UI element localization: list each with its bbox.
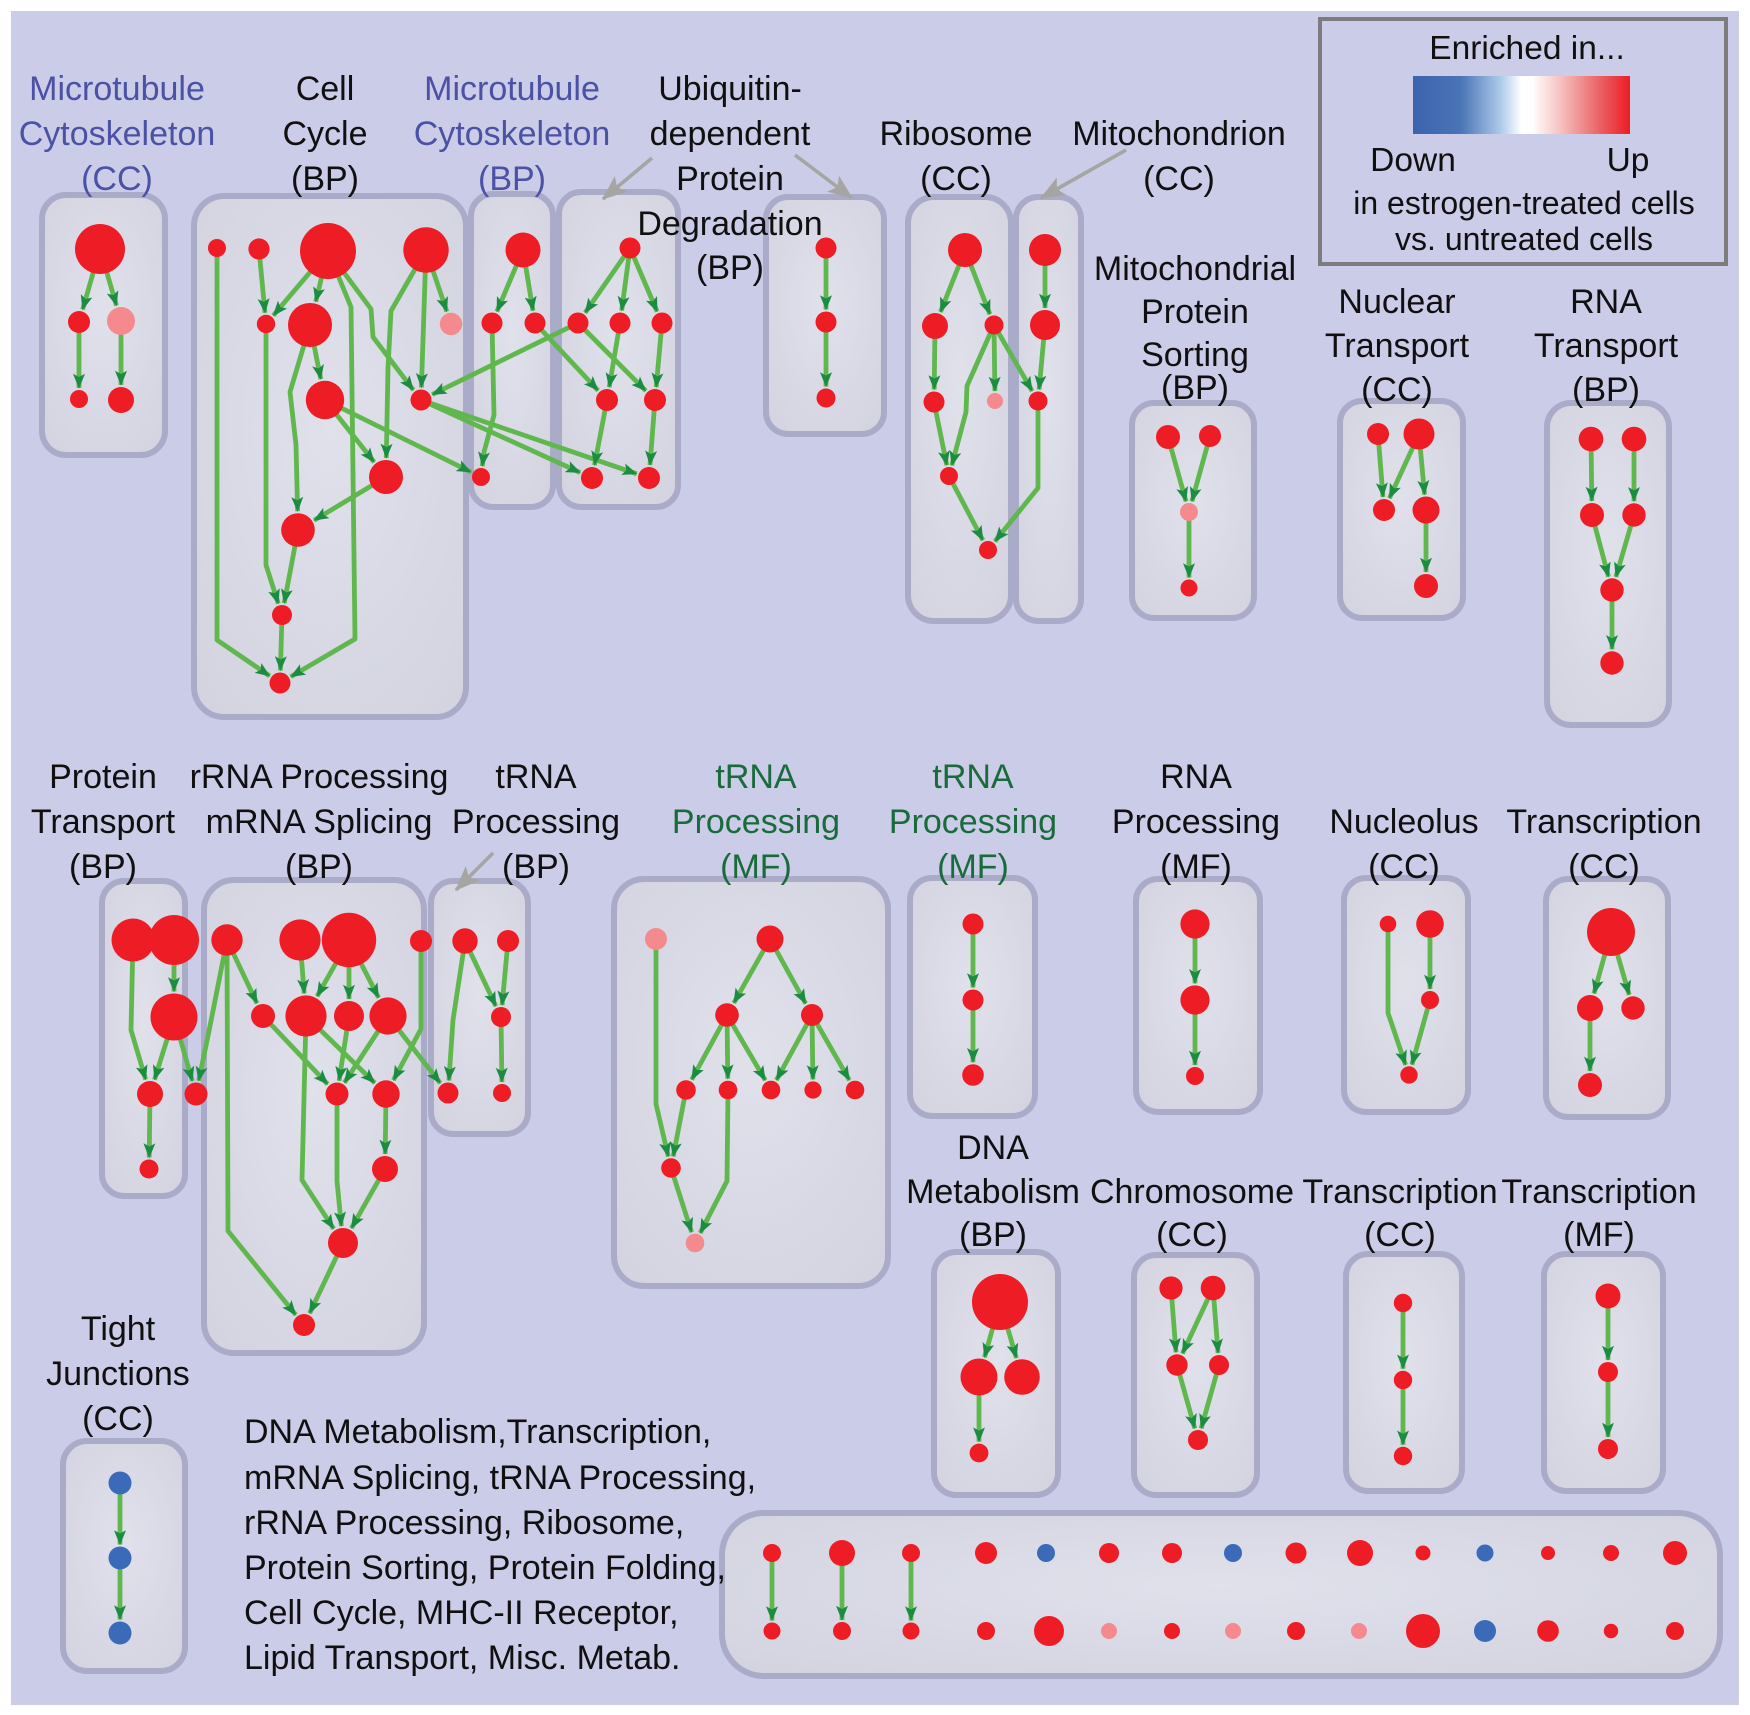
svg-text:Cell Cycle, MHC-II Receptor,: Cell Cycle, MHC-II Receptor, bbox=[244, 1594, 679, 1632]
svg-text:Protein: Protein bbox=[49, 758, 157, 796]
svg-text:(CC): (CC) bbox=[82, 1400, 154, 1438]
svg-text:Transport: Transport bbox=[1325, 327, 1470, 365]
svg-text:(BP): (BP) bbox=[696, 249, 764, 287]
svg-text:Lipid Transport, Misc. Metab.: Lipid Transport, Misc. Metab. bbox=[244, 1639, 681, 1677]
svg-text:Cytoskeleton: Cytoskeleton bbox=[414, 115, 611, 153]
svg-text:(BP): (BP) bbox=[1572, 371, 1640, 409]
svg-text:Processing: Processing bbox=[889, 803, 1057, 841]
svg-text:Chromosome: Chromosome bbox=[1090, 1173, 1294, 1211]
svg-text:Transport: Transport bbox=[1534, 327, 1679, 365]
svg-text:(CC): (CC) bbox=[81, 160, 153, 198]
svg-text:(BP): (BP) bbox=[291, 160, 359, 198]
svg-text:(BP): (BP) bbox=[1161, 369, 1229, 407]
svg-text:(CC): (CC) bbox=[1368, 848, 1440, 886]
svg-text:(BP): (BP) bbox=[478, 160, 546, 198]
svg-text:Mitochondrial: Mitochondrial bbox=[1094, 250, 1296, 288]
svg-text:Down: Down bbox=[1370, 142, 1456, 179]
svg-text:Processing: Processing bbox=[672, 803, 840, 841]
svg-text:(CC): (CC) bbox=[920, 160, 992, 198]
svg-text:rRNA Processing: rRNA Processing bbox=[190, 758, 449, 796]
svg-text:Processing: Processing bbox=[1112, 803, 1280, 841]
svg-text:tRNA: tRNA bbox=[932, 758, 1014, 796]
svg-text:(MF): (MF) bbox=[720, 848, 792, 886]
svg-text:Enriched in...: Enriched in... bbox=[1429, 30, 1625, 67]
svg-text:DNA: DNA bbox=[957, 1129, 1029, 1167]
svg-text:RNA: RNA bbox=[1570, 283, 1642, 321]
svg-text:(MF): (MF) bbox=[1563, 1216, 1635, 1254]
svg-text:mRNA Splicing, tRNA Processing: mRNA Splicing, tRNA Processing, bbox=[244, 1459, 756, 1497]
svg-text:vs. untreated cells: vs. untreated cells bbox=[1395, 221, 1653, 257]
svg-text:(BP): (BP) bbox=[69, 848, 137, 886]
svg-text:Cell: Cell bbox=[296, 70, 355, 108]
svg-text:Ubiquitin-: Ubiquitin- bbox=[658, 70, 802, 108]
svg-text:dependent: dependent bbox=[650, 115, 811, 153]
svg-text:(CC): (CC) bbox=[1143, 160, 1215, 198]
svg-text:Ribosome: Ribosome bbox=[879, 115, 1032, 153]
svg-text:Microtubule: Microtubule bbox=[29, 70, 205, 108]
svg-text:(MF): (MF) bbox=[937, 848, 1009, 886]
svg-text:Nucleolus: Nucleolus bbox=[1329, 803, 1478, 841]
svg-text:Tight: Tight bbox=[81, 1310, 156, 1348]
svg-text:(BP): (BP) bbox=[959, 1216, 1027, 1254]
svg-text:(MF): (MF) bbox=[1160, 848, 1232, 886]
svg-text:Transcription: Transcription bbox=[1501, 1173, 1696, 1211]
svg-text:(CC): (CC) bbox=[1361, 371, 1433, 409]
svg-text:DNA Metabolism,Transcription,: DNA Metabolism,Transcription, bbox=[244, 1413, 711, 1451]
svg-text:Protein: Protein bbox=[676, 160, 784, 198]
svg-text:Microtubule: Microtubule bbox=[424, 70, 600, 108]
svg-text:Transport: Transport bbox=[31, 803, 176, 841]
svg-text:(CC): (CC) bbox=[1568, 848, 1640, 886]
svg-text:(CC): (CC) bbox=[1156, 1216, 1228, 1254]
svg-text:(BP): (BP) bbox=[502, 848, 570, 886]
svg-text:Protein: Protein bbox=[1141, 293, 1249, 331]
svg-text:Degradation: Degradation bbox=[637, 205, 822, 243]
svg-text:Nuclear: Nuclear bbox=[1338, 283, 1455, 321]
svg-text:Metabolism: Metabolism bbox=[906, 1173, 1080, 1211]
svg-text:Transcription: Transcription bbox=[1506, 803, 1701, 841]
svg-text:(CC): (CC) bbox=[1364, 1216, 1436, 1254]
svg-text:Junctions: Junctions bbox=[46, 1355, 190, 1393]
svg-text:Mitochondrion: Mitochondrion bbox=[1072, 115, 1286, 153]
svg-text:Cycle: Cycle bbox=[282, 115, 367, 153]
svg-text:(BP): (BP) bbox=[285, 848, 353, 886]
svg-text:Sorting: Sorting bbox=[1141, 336, 1249, 374]
svg-text:RNA: RNA bbox=[1160, 758, 1232, 796]
svg-text:in estrogen-treated cells: in estrogen-treated cells bbox=[1353, 185, 1695, 221]
svg-text:tRNA: tRNA bbox=[495, 758, 577, 796]
svg-text:tRNA: tRNA bbox=[715, 758, 797, 796]
svg-text:Processing: Processing bbox=[452, 803, 620, 841]
svg-text:mRNA Splicing: mRNA Splicing bbox=[206, 803, 433, 841]
svg-text:Up: Up bbox=[1607, 142, 1650, 179]
svg-text:Transcription: Transcription bbox=[1302, 1173, 1497, 1211]
svg-text:Protein Sorting, Protein Foldi: Protein Sorting, Protein Folding, bbox=[244, 1549, 726, 1587]
svg-text:Cytoskeleton: Cytoskeleton bbox=[19, 115, 216, 153]
svg-text:rRNA Processing, Ribosome,: rRNA Processing, Ribosome, bbox=[244, 1504, 684, 1542]
